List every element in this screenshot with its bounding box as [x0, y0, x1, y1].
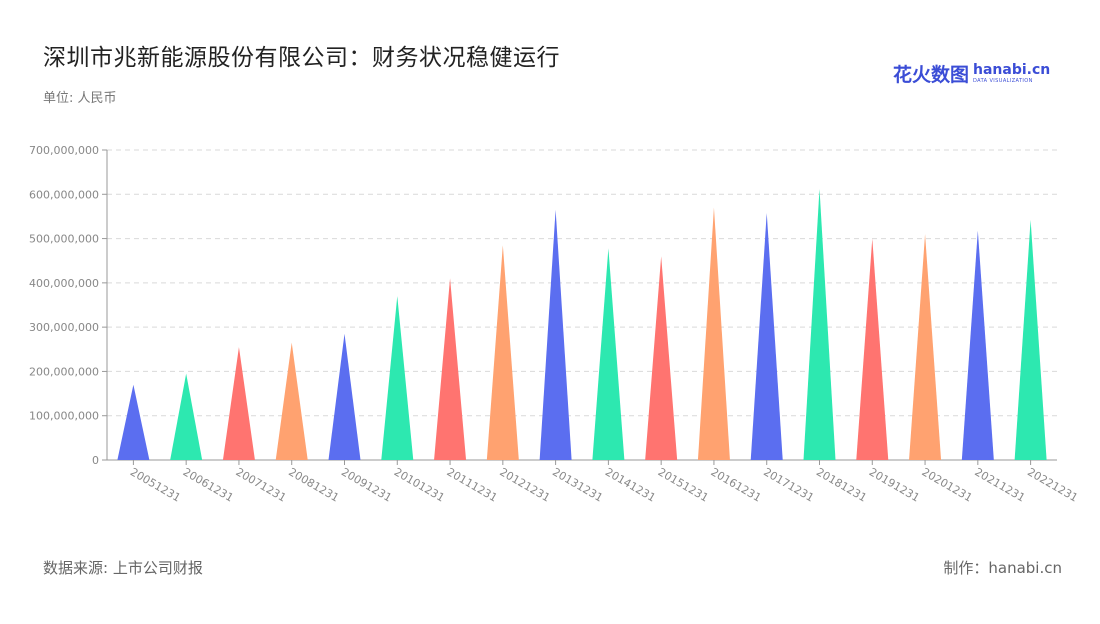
x-tick-label: 20201231 — [920, 465, 975, 504]
x-tick-label: 20061231 — [181, 465, 236, 504]
triangle-bar — [275, 342, 308, 460]
y-tick-label: 0 — [92, 454, 99, 467]
logo-english-block: hanabi.cn DATA VISUALIZATION — [973, 63, 1050, 84]
triangle-bar — [592, 248, 625, 460]
triangle-bar — [856, 238, 889, 460]
triangle-bar — [909, 234, 942, 460]
x-tick-label: 20091231 — [339, 465, 394, 504]
y-tick-label: 200,000,000 — [29, 365, 99, 378]
x-tick-label: 20161231 — [708, 465, 763, 504]
x-tick-label: 20191231 — [867, 465, 922, 504]
x-tick-label: 20071231 — [233, 465, 288, 504]
x-tick-label: 20151231 — [656, 465, 711, 504]
x-tick-label: 20211231 — [972, 465, 1027, 504]
triangle-bar — [697, 207, 730, 460]
x-tick-label: 20171231 — [761, 465, 816, 504]
triangle-bar — [750, 212, 783, 460]
y-tick-label: 100,000,000 — [29, 410, 99, 423]
x-tick-label: 20121231 — [497, 465, 552, 504]
triangle-bar — [645, 256, 678, 460]
brand-logo: 花火数图 hanabi.cn DATA VISUALIZATION — [893, 58, 1050, 88]
logo-chinese-text: 花火数图 — [893, 63, 970, 86]
triangle-bar — [328, 333, 361, 460]
credit-label: 制作：hanabi.cn — [943, 559, 1062, 577]
triangle-bar — [434, 278, 467, 460]
triangle-bar — [381, 296, 414, 460]
triangle-bar — [486, 245, 519, 460]
x-tick-label: 20051231 — [128, 465, 183, 504]
y-tick-label: 600,000,000 — [29, 188, 99, 201]
y-tick-label: 700,000,000 — [29, 144, 99, 157]
chart-title: 深圳市兆新能源股份有限公司：财务状况稳健运行 — [43, 45, 560, 71]
unit-label: 单位: 人民币 — [43, 91, 117, 106]
y-tick-label: 300,000,000 — [29, 321, 99, 334]
x-tick-label: 20101231 — [392, 465, 447, 504]
y-tick-label: 500,000,000 — [29, 233, 99, 246]
x-tick-label: 20081231 — [286, 465, 341, 504]
triangle-bar — [803, 188, 836, 460]
y-tick-label: 400,000,000 — [29, 277, 99, 290]
logo-subtitle: DATA VISUALIZATION — [973, 77, 1033, 84]
triangle-bar — [539, 209, 572, 460]
data-source: 数据来源: 上市公司财报 — [43, 559, 203, 577]
triangle-bar — [170, 373, 203, 460]
x-tick-label: 20181231 — [814, 465, 869, 504]
triangle-bar — [961, 230, 994, 460]
x-tick-label: 20131231 — [550, 465, 605, 504]
x-tick-label: 20111231 — [445, 465, 500, 504]
logo-english-text: hanabi.cn — [973, 61, 1051, 78]
x-tick-label: 20221231 — [1025, 465, 1080, 504]
triangle-bar — [222, 347, 255, 460]
x-tick-label: 20141231 — [603, 465, 658, 504]
triangle-bar — [1014, 219, 1047, 460]
triangle-bar — [117, 384, 150, 460]
